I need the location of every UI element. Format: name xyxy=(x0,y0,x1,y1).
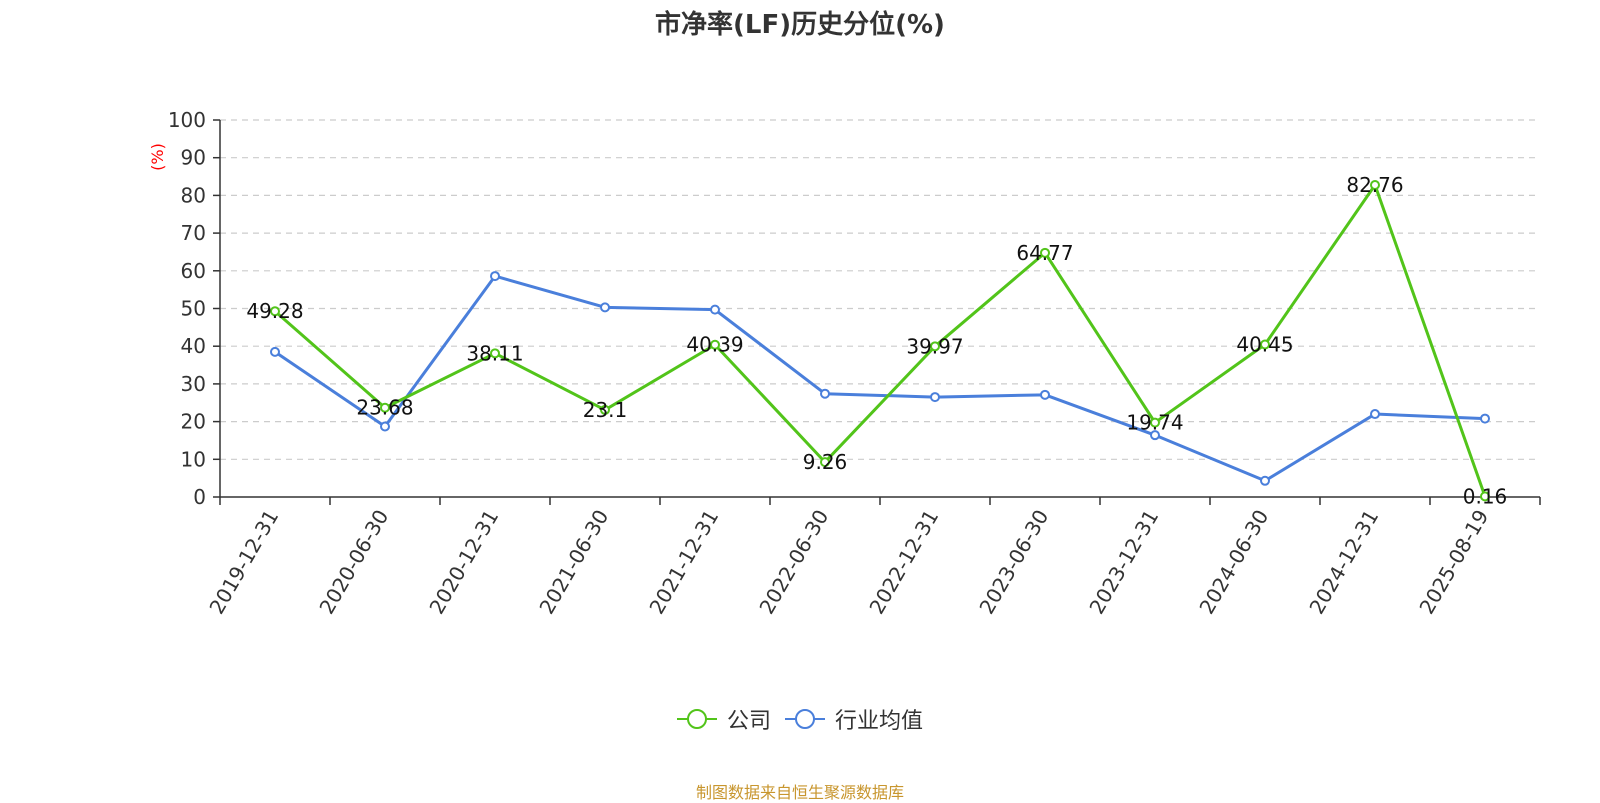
y-axis-label: (%) xyxy=(148,143,167,171)
data-label: 23.1 xyxy=(583,398,628,422)
legend-line-circle-icon xyxy=(785,709,825,729)
data-label: 49.28 xyxy=(246,299,303,323)
y-tick-label: 50 xyxy=(181,297,206,321)
data-label: 40.39 xyxy=(686,333,743,357)
data-point xyxy=(930,392,940,403)
data-point xyxy=(820,388,830,399)
source-note: 制图数据来自恒生聚源数据库 xyxy=(695,783,904,802)
y-tick-label: 20 xyxy=(181,410,206,434)
x-tick-label: 2020-12-31 xyxy=(424,506,503,619)
data-point xyxy=(380,402,390,413)
data-label: 39.97 xyxy=(906,334,963,358)
data-point xyxy=(1480,413,1490,424)
x-tick-label: 2023-06-30 xyxy=(974,506,1053,619)
x-tick-label: 2025-08-19 xyxy=(1414,506,1493,619)
x-tick-label: 2024-12-31 xyxy=(1304,506,1383,619)
y-tick-label: 80 xyxy=(181,183,206,207)
data-point xyxy=(1260,339,1270,350)
legend-item-company[interactable]: 公司 xyxy=(676,703,771,735)
x-tick-label: 2022-12-31 xyxy=(864,506,943,619)
legend-line-circle-icon xyxy=(676,709,717,729)
data-point xyxy=(380,421,390,432)
data-point xyxy=(930,341,940,352)
legend: 公司 行业均值 xyxy=(0,703,1600,735)
y-tick-label: 0 xyxy=(193,485,206,509)
data-point xyxy=(490,348,500,359)
y-tick-label: 10 xyxy=(181,447,206,471)
data-point xyxy=(1040,389,1050,400)
data-label: 82.76 xyxy=(1346,173,1403,197)
data-labels: 49.28 23.68 38.11 23.1 40.39 9.26 39.97 64.77 19… xyxy=(246,173,1507,508)
data-point xyxy=(710,304,720,315)
data-point xyxy=(710,339,720,350)
data-label: 9.26 xyxy=(803,450,848,474)
data-point xyxy=(1260,475,1270,486)
data-point xyxy=(270,346,280,357)
data-point xyxy=(1040,247,1050,258)
y-tick-label: 70 xyxy=(181,221,206,245)
data-point xyxy=(270,306,280,317)
x-tick-label: 2022-06-30 xyxy=(754,506,833,619)
x-tick-label: 2023-12-31 xyxy=(1084,506,1163,619)
data-point xyxy=(820,457,830,468)
series-lines xyxy=(270,179,1490,502)
y-tick-label: 40 xyxy=(181,334,206,358)
data-point xyxy=(1150,430,1160,441)
data-point xyxy=(490,271,500,282)
legend-item-industry-average[interactable]: 行业均值 xyxy=(785,703,923,735)
y-tick-label: 30 xyxy=(181,372,206,396)
x-tick-label: 2019-12-31 xyxy=(204,506,283,619)
series-line xyxy=(274,274,1486,483)
x-tick-label: 2024-06-30 xyxy=(1194,506,1273,619)
x-tick-label: 2020-06-30 xyxy=(314,506,393,619)
legend-label-company: 公司 xyxy=(726,709,771,734)
data-label: 38.11 xyxy=(466,341,523,365)
grid-lines xyxy=(220,119,1540,460)
data-point xyxy=(1480,491,1490,502)
legend-label-industry-average: 行业均值 xyxy=(835,709,924,734)
data-label: 40.45 xyxy=(1236,333,1293,357)
data-point xyxy=(600,404,610,415)
data-label: 19.74 xyxy=(1126,411,1183,435)
data-label: 64.77 xyxy=(1016,241,1073,265)
y-tick-label: 90 xyxy=(181,146,206,170)
data-point xyxy=(1370,409,1380,420)
data-point xyxy=(1150,417,1160,428)
y-tick-label: 60 xyxy=(181,259,206,283)
data-point xyxy=(1370,179,1380,190)
data-label: 0.16 xyxy=(1463,484,1508,508)
y-tick-label: 100 xyxy=(168,108,206,132)
data-point xyxy=(600,302,610,313)
data-label: 23.68 xyxy=(356,396,413,420)
axes: 0 10 20 30 40 50 60 70 80 90 100 2019-12-31 2020-06-… xyxy=(168,108,1541,619)
series-line xyxy=(274,183,1487,497)
x-tick-label: 2021-12-31 xyxy=(644,506,723,619)
x-tick-label: 2021-06-30 xyxy=(534,506,613,619)
chart-title: 市净率(LF)历史分位(%) xyxy=(655,10,945,40)
